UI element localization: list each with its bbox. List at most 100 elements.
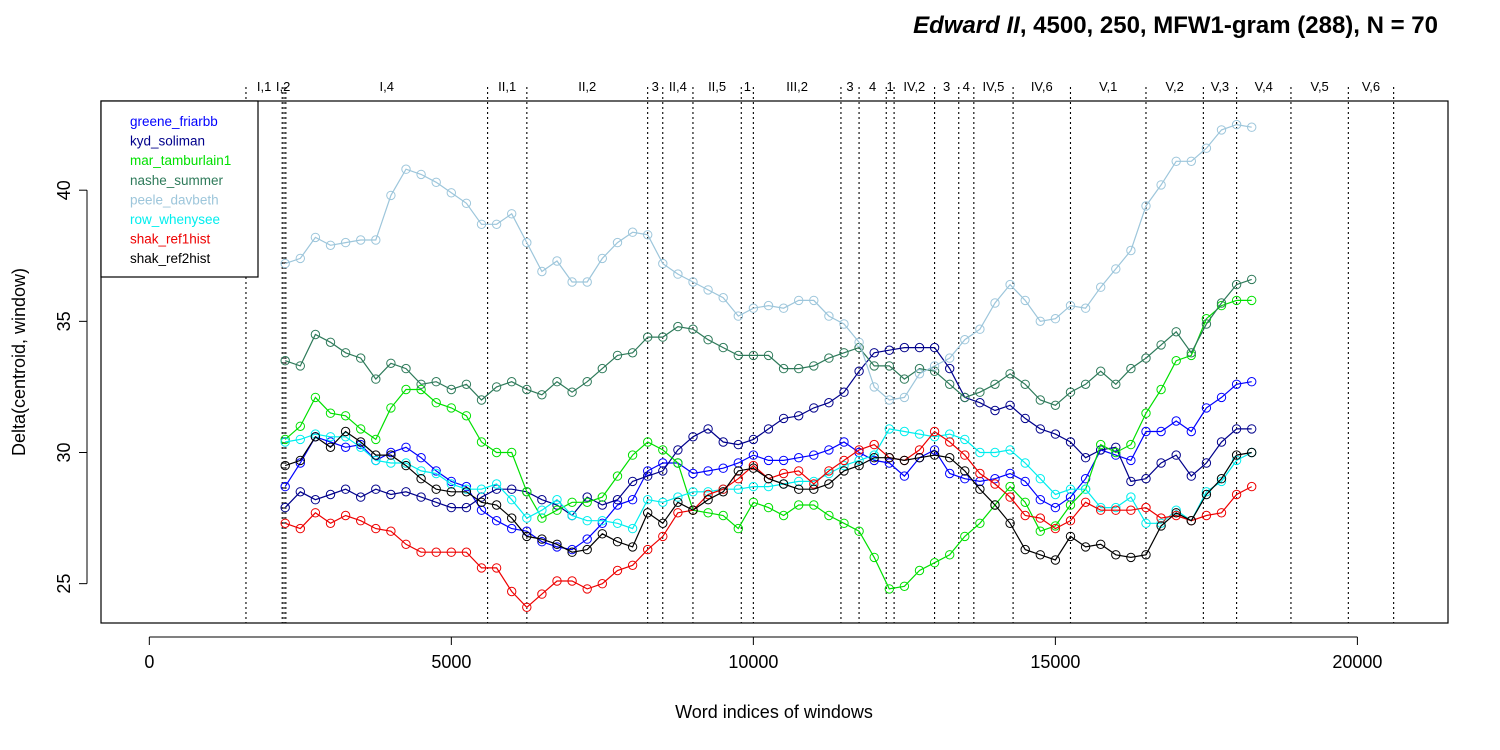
data-point	[295, 455, 305, 466]
data-point	[1156, 518, 1166, 528]
series-peele_davbeth	[280, 119, 1257, 405]
data-point	[809, 500, 819, 510]
data-point	[507, 377, 517, 387]
data-point	[688, 487, 698, 497]
data-point	[371, 484, 381, 494]
data-point	[718, 437, 728, 447]
data-point	[990, 298, 1000, 308]
data-point	[778, 479, 789, 489]
data-point	[869, 439, 879, 450]
data-point	[794, 476, 804, 487]
data-point	[612, 237, 623, 248]
data-point	[839, 437, 849, 447]
data-point	[310, 392, 321, 403]
y-axis-title: Delta(centroid, window)	[9, 268, 29, 456]
data-point	[794, 500, 804, 510]
data-point	[839, 455, 849, 466]
data-point	[929, 445, 940, 455]
data-point	[1216, 300, 1227, 311]
data-point	[1216, 474, 1227, 484]
data-point	[1186, 516, 1197, 526]
data-point	[446, 547, 456, 557]
data-point	[1096, 505, 1106, 515]
data-point	[960, 450, 970, 460]
data-point	[809, 476, 819, 487]
data-point	[627, 560, 638, 570]
data-point	[688, 505, 698, 515]
data-point	[371, 235, 381, 245]
data-point	[960, 531, 970, 542]
data-point	[431, 398, 441, 408]
data-point	[627, 348, 638, 358]
data-point	[597, 500, 607, 510]
data-point	[295, 421, 305, 431]
data-point	[552, 377, 562, 387]
data-point	[1247, 424, 1257, 434]
data-point	[537, 513, 547, 523]
data-point	[416, 466, 426, 476]
data-point	[763, 455, 774, 466]
data-point	[778, 510, 789, 521]
data-point	[507, 209, 517, 219]
data-point	[1096, 539, 1106, 549]
data-point	[1216, 392, 1227, 403]
data-point	[416, 379, 426, 389]
data-point	[476, 437, 487, 447]
data-point	[582, 516, 592, 526]
series-kyd_soliman	[280, 342, 1257, 521]
data-point	[552, 500, 562, 510]
data-point	[1080, 484, 1091, 494]
data-point	[960, 434, 970, 445]
data-point	[839, 348, 849, 358]
data-point	[416, 453, 426, 463]
data-point	[929, 558, 940, 568]
legend-entry: shak_ref1hist	[130, 232, 211, 247]
data-point	[1216, 125, 1227, 135]
data-point	[386, 526, 396, 536]
data-point	[733, 311, 743, 321]
data-point	[1171, 327, 1181, 337]
data-point	[1141, 518, 1151, 528]
data-point	[643, 508, 653, 518]
data-point	[1126, 476, 1136, 487]
data-point	[356, 353, 366, 363]
data-point	[537, 505, 547, 515]
data-point	[491, 447, 502, 458]
data-point	[1096, 439, 1106, 450]
data-point	[1247, 295, 1257, 306]
data-point	[899, 471, 910, 481]
data-point	[1065, 387, 1076, 397]
data-point	[763, 502, 774, 513]
data-point	[703, 508, 713, 518]
data-point	[416, 169, 426, 180]
data-point	[975, 398, 985, 408]
x-tick-label: 0	[144, 652, 154, 672]
data-point	[295, 523, 305, 534]
data-point	[431, 468, 441, 479]
y-tick-label: 35	[54, 311, 74, 331]
data-point	[340, 484, 351, 494]
data-point	[612, 565, 623, 576]
data-point	[476, 497, 487, 507]
data-point	[1065, 500, 1076, 510]
data-point	[356, 424, 366, 434]
data-point	[975, 324, 985, 334]
data-point	[491, 500, 502, 510]
data-point	[446, 188, 456, 198]
data-point	[1216, 476, 1227, 487]
data-point	[325, 442, 336, 452]
data-point	[884, 458, 894, 468]
scene-label: IV,5	[982, 79, 1004, 94]
legend-entry: peele_davbeth	[130, 192, 219, 207]
data-point	[975, 387, 985, 397]
data-point	[733, 350, 743, 361]
data-point	[1080, 474, 1091, 484]
data-point	[401, 442, 411, 452]
data-point	[1247, 377, 1257, 387]
data-point	[839, 319, 849, 329]
legend: greene_friarbb kyd_soliman mar_tamburlain1…	[100, 100, 259, 278]
data-point	[824, 353, 834, 363]
y-tick-label: 25	[54, 574, 74, 594]
data-point	[899, 455, 910, 466]
data-point	[809, 403, 819, 413]
